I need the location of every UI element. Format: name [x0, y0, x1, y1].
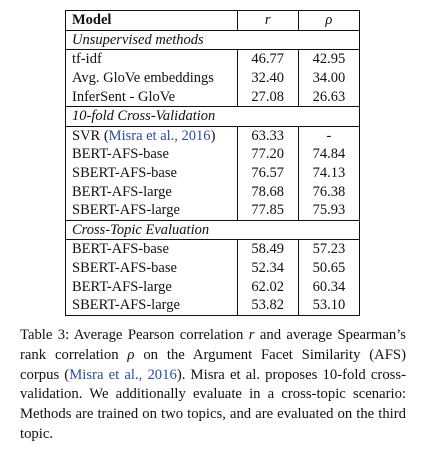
rho-cell: 57.23 — [298, 240, 359, 259]
r-cell: 77.20 — [237, 145, 298, 164]
table-row: SBERT-AFS-large 53.82 53.10 — [66, 296, 360, 315]
rho-cell: 34.00 — [298, 69, 359, 88]
section-title: Cross-Topic Evaluation — [66, 220, 360, 240]
rho-cell: 53.10 — [298, 296, 359, 315]
table-row: BERT-AFS-large 78.68 76.38 — [66, 182, 360, 201]
table-row: SBERT-AFS-large 77.85 75.93 — [66, 201, 360, 220]
section-title: Unsupervised methods — [66, 30, 360, 50]
table-row: BERT-AFS-large 62.02 60.34 — [66, 277, 360, 296]
citation-link[interactable]: Misra et al., 2016 — [109, 128, 211, 144]
table-row: Avg. GloVe embeddings 32.40 34.00 — [66, 69, 360, 88]
model-text-end: ) — [211, 128, 216, 144]
table-row: InferSent - GloVe 27.08 26.63 — [66, 87, 360, 106]
results-table: Model r ρ Unsupervised methods tf-idf 46… — [65, 10, 360, 316]
table-caption: Table 3: Average Pearson correlation r a… — [20, 326, 406, 445]
rho-cell: 75.93 — [298, 201, 359, 220]
r-cell: 63.33 — [237, 126, 298, 145]
model-cell: BERT-AFS-base — [66, 145, 238, 164]
model-cell: Avg. GloVe embeddings — [66, 69, 238, 88]
rho-cell: 42.95 — [298, 50, 359, 69]
results-table-container: Model r ρ Unsupervised methods tf-idf 46… — [65, 10, 360, 316]
r-cell: 78.68 — [237, 182, 298, 201]
r-cell: 77.85 — [237, 201, 298, 220]
r-cell: 58.49 — [237, 240, 298, 259]
model-cell: tf-idf — [66, 50, 238, 69]
model-cell: SBERT-AFS-large — [66, 201, 238, 220]
section-title-row: 10-fold Cross-Validation — [66, 106, 360, 126]
model-cell: SVR (Misra et al., 2016) — [66, 126, 238, 145]
model-cell: SBERT-AFS-base — [66, 259, 238, 278]
section-title: 10-fold Cross-Validation — [66, 106, 360, 126]
model-cell: InferSent - GloVe — [66, 87, 238, 106]
section-title-row: Cross-Topic Evaluation — [66, 220, 360, 240]
r-cell: 76.57 — [237, 164, 298, 183]
model-cell: BERT-AFS-large — [66, 277, 238, 296]
caption-text: Table 3: Average Pearson correlation — [20, 327, 249, 343]
rho-cell: 76.38 — [298, 182, 359, 201]
header-model: Model — [66, 11, 238, 31]
r-cell: 32.40 — [237, 69, 298, 88]
rho-cell: - — [298, 126, 359, 145]
section-title-row: Unsupervised methods — [66, 30, 360, 50]
table-row: SBERT-AFS-base 52.34 50.65 — [66, 259, 360, 278]
model-cell: SBERT-AFS-base — [66, 164, 238, 183]
model-cell: BERT-AFS-base — [66, 240, 238, 259]
rho-cell: 74.13 — [298, 164, 359, 183]
model-text: SVR ( — [72, 128, 109, 144]
table-row: SVR (Misra et al., 2016) 63.33 - — [66, 126, 360, 145]
table-row: SBERT-AFS-base 76.57 74.13 — [66, 164, 360, 183]
table-header-row: Model r ρ — [66, 11, 360, 31]
rho-cell: 60.34 — [298, 277, 359, 296]
rho-cell: 26.63 — [298, 87, 359, 106]
model-cell: SBERT-AFS-large — [66, 296, 238, 315]
caption-citation-link[interactable]: Misra et al., 2016 — [69, 367, 177, 383]
table-row: BERT-AFS-base 58.49 57.23 — [66, 240, 360, 259]
model-cell: BERT-AFS-large — [66, 182, 238, 201]
header-rho: ρ — [298, 11, 359, 31]
r-cell: 53.82 — [237, 296, 298, 315]
table-row: tf-idf 46.77 42.95 — [66, 50, 360, 69]
r-cell: 62.02 — [237, 277, 298, 296]
r-cell: 46.77 — [237, 50, 298, 69]
r-cell: 27.08 — [237, 87, 298, 106]
rho-cell: 74.84 — [298, 145, 359, 164]
table-row: BERT-AFS-base 77.20 74.84 — [66, 145, 360, 164]
header-r: r — [237, 11, 298, 31]
r-cell: 52.34 — [237, 259, 298, 278]
rho-cell: 50.65 — [298, 259, 359, 278]
